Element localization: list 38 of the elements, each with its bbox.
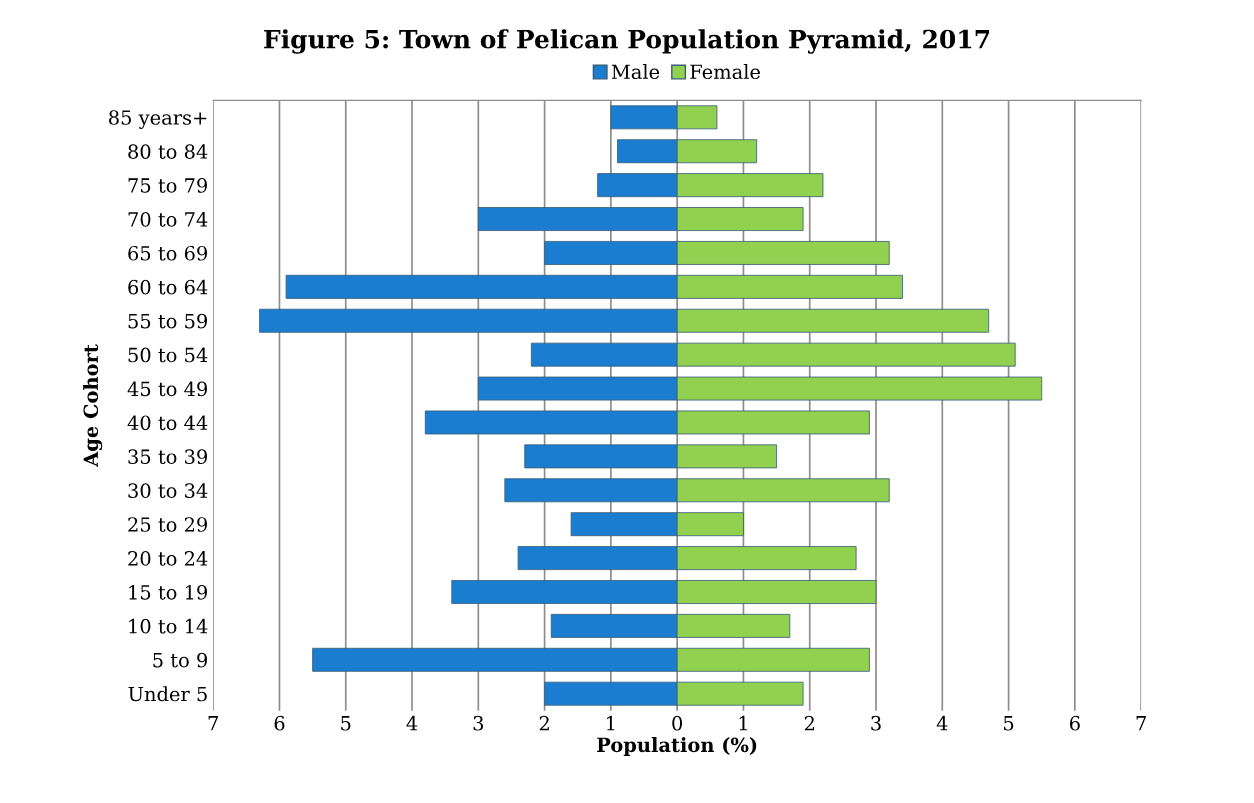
x-tick-label: 5: [341, 716, 351, 731]
x-tick-label: 2: [539, 715, 549, 731]
y-tick-label: 75 to 79: [128, 178, 208, 193]
y-tick-label: 10 to 14: [129, 618, 208, 634]
y-tick-label: 70 to 74: [128, 212, 208, 227]
x-tick-label: 3: [473, 715, 484, 731]
y-tick-label: 45 to 49: [127, 381, 208, 397]
x-tick-label: 7: [1136, 716, 1146, 731]
y-tick-label: 85 years+: [109, 110, 207, 129]
y-tick-label: 25 to 29: [128, 517, 208, 532]
y-tick-label: 35 to 39: [128, 449, 208, 465]
x-tick-label: 5: [1004, 716, 1014, 731]
x-tick-label: 6: [1069, 715, 1080, 731]
y-tick-label: 15 to 19: [129, 584, 208, 600]
x-tick-label: 1: [607, 715, 615, 731]
y-tick-label: 5 to 9: [153, 652, 208, 668]
x-tick-label: 4: [936, 715, 948, 731]
y-tick-label: Under 5: [128, 686, 207, 702]
y-tick-label: 80 to 84: [128, 144, 208, 159]
y-tick-label: 55 to 59: [128, 313, 208, 329]
y-tick-label: 65 to 69: [128, 245, 208, 261]
x-tick-label: 6: [274, 715, 285, 731]
y-tick-label: 40 to 44: [127, 415, 208, 431]
x-tick-label: 1: [739, 715, 747, 731]
x-tick-label: 4: [406, 715, 418, 731]
chart-title: Figure 5: Town of Pelican Population Pyramid, 2017: [264, 29, 990, 54]
y-axis-title: Age Cohort: [83, 344, 103, 467]
y-tick-label: 20 to 24: [128, 551, 208, 566]
x-tick-label: 7: [208, 716, 218, 731]
y-tick-label: 50 to 54: [128, 347, 208, 363]
legend-label: Female: [690, 64, 760, 80]
y-tick-label: 30 to 34: [128, 483, 208, 498]
legend-label: Male: [611, 64, 660, 80]
x-tick-label: 3: [871, 715, 881, 731]
x-tick-label: 0: [672, 715, 683, 731]
y-tick-label: 60 to 64: [128, 279, 208, 295]
x-axis-title: Population (%): [597, 737, 757, 756]
x-tick-label: 2: [804, 715, 814, 731]
